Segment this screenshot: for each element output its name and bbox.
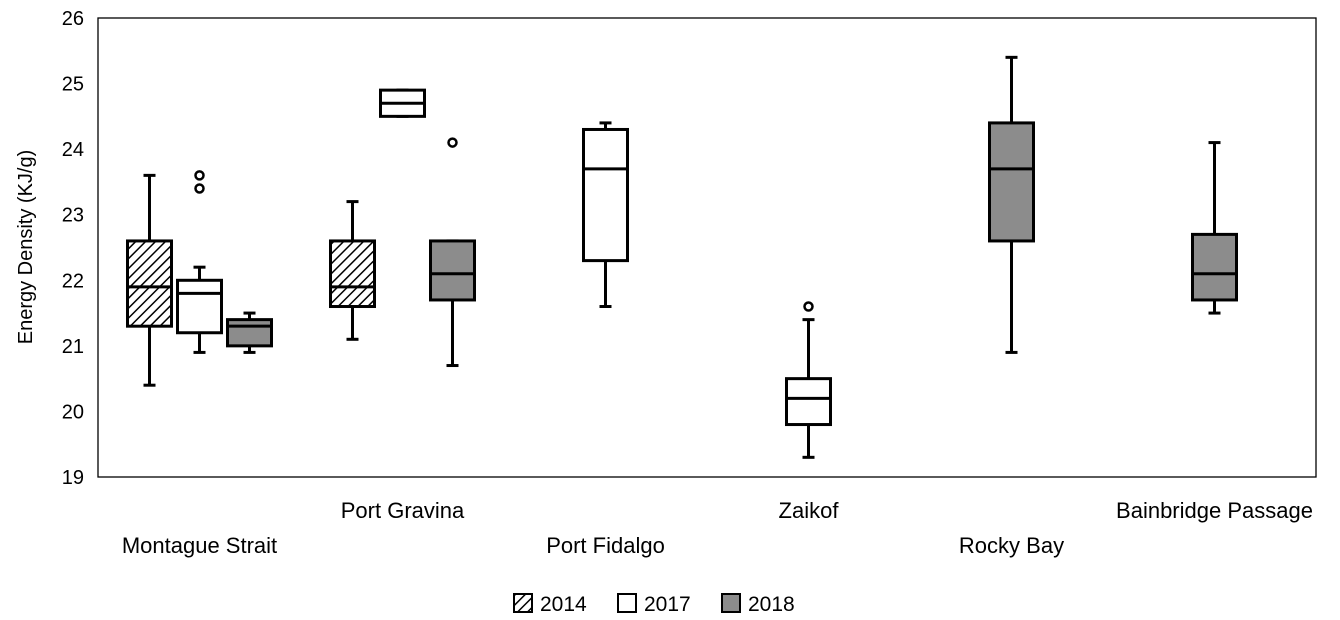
iqr-box xyxy=(329,239,376,309)
box-rocky-bay-2018 xyxy=(988,55,1035,354)
legend-label: 2017 xyxy=(644,593,691,616)
legend-swatch-2018 xyxy=(721,593,741,613)
box-port-fidalgo-2017 xyxy=(582,121,629,309)
box-zaikof-2017 xyxy=(785,301,832,459)
y-tick-label: 21 xyxy=(62,336,84,358)
category-label: Montague Strait xyxy=(122,533,277,558)
iqr-box xyxy=(1191,232,1238,302)
category-label: Bainbridge Passage xyxy=(1116,498,1313,523)
iqr-box xyxy=(582,127,629,263)
outlier-point xyxy=(194,183,205,194)
box-port-gravina-2018 xyxy=(429,137,476,368)
y-tick-label: 25 xyxy=(62,74,84,96)
category-label: Zaikof xyxy=(779,498,840,523)
box-bainbridge-passage-2018 xyxy=(1191,141,1238,315)
outlier-point xyxy=(447,137,458,148)
y-tick-label: 26 xyxy=(62,8,84,30)
y-tick-label: 19 xyxy=(62,467,84,489)
iqr-box xyxy=(126,239,173,328)
box-port-gravina-2017 xyxy=(379,88,426,118)
category-label: Port Gravina xyxy=(341,498,465,523)
iqr-box xyxy=(429,239,476,302)
category-labels: Montague Strait Port Gravina Port Fidalgo Z… xyxy=(122,498,1313,558)
box-montague-strait-2018 xyxy=(226,311,273,354)
box-montague-strait-2017 xyxy=(176,170,223,354)
y-tick-label: 23 xyxy=(62,205,84,227)
category-label: Port Fidalgo xyxy=(546,533,665,558)
outlier-point xyxy=(803,301,814,312)
y-tick-label: 20 xyxy=(62,401,84,423)
legend-swatch-2014 xyxy=(513,593,533,613)
legend-label: 2014 xyxy=(540,593,587,616)
iqr-box xyxy=(785,377,832,427)
outlier-point xyxy=(194,170,205,181)
category-label: Rocky Bay xyxy=(959,533,1064,558)
legend-swatch-2017 xyxy=(617,593,637,613)
y-tick-label: 24 xyxy=(62,139,84,161)
legend: 2014 2017 2018 xyxy=(513,593,795,616)
iqr-box xyxy=(176,278,223,335)
y-axis-ticks: 19 20 21 22 23 24 25 26 xyxy=(62,8,84,489)
iqr-box xyxy=(988,121,1035,243)
box-montague-strait-2014 xyxy=(126,173,173,387)
iqr-box xyxy=(226,318,273,348)
plot-area-frame xyxy=(97,17,1317,478)
box-port-gravina-2014 xyxy=(329,200,376,341)
box-series xyxy=(126,55,1238,459)
y-axis-label: Energy Density (KJ/g) xyxy=(15,150,37,345)
y-tick-label: 22 xyxy=(62,270,84,292)
legend-label: 2018 xyxy=(748,593,795,616)
